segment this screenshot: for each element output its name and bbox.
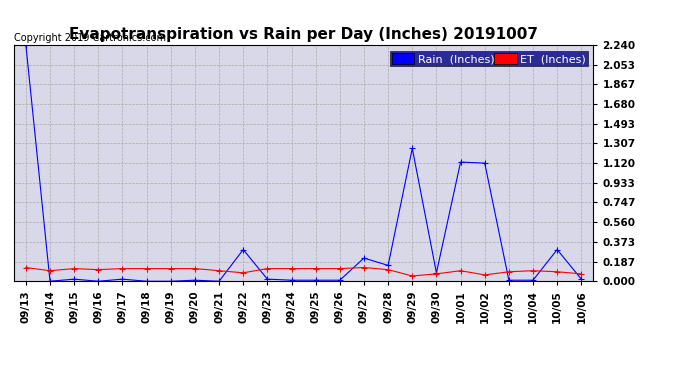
ET  (Inches) xyxy=(239,271,247,275)
ET  (Inches) xyxy=(457,268,465,273)
Rain  (Inches) xyxy=(287,278,295,282)
ET  (Inches) xyxy=(577,272,585,276)
ET  (Inches) xyxy=(335,266,344,271)
Rain  (Inches) xyxy=(384,263,392,268)
Rain  (Inches) xyxy=(166,279,175,284)
Rain  (Inches) xyxy=(215,279,224,284)
Line: Rain  (Inches): Rain (Inches) xyxy=(23,42,584,284)
Rain  (Inches) xyxy=(335,278,344,282)
Title: Evapotranspiration vs Rain per Day (Inches) 20191007: Evapotranspiration vs Rain per Day (Inch… xyxy=(69,27,538,42)
Rain  (Inches) xyxy=(239,248,247,252)
ET  (Inches) xyxy=(311,266,319,271)
Rain  (Inches) xyxy=(505,278,513,282)
Rain  (Inches) xyxy=(119,277,127,281)
Rain  (Inches) xyxy=(46,279,54,284)
ET  (Inches) xyxy=(553,270,562,274)
ET  (Inches) xyxy=(505,270,513,274)
Rain  (Inches) xyxy=(311,278,319,282)
ET  (Inches) xyxy=(480,273,489,277)
ET  (Inches) xyxy=(360,265,368,270)
Rain  (Inches) xyxy=(529,278,537,282)
ET  (Inches) xyxy=(166,266,175,271)
Rain  (Inches) xyxy=(70,277,79,281)
Text: Copyright 2019 Cartronics.com: Copyright 2019 Cartronics.com xyxy=(14,33,166,43)
ET  (Inches) xyxy=(46,268,54,273)
Rain  (Inches) xyxy=(480,161,489,165)
Rain  (Inches) xyxy=(360,256,368,260)
ET  (Inches) xyxy=(384,267,392,272)
Rain  (Inches) xyxy=(408,146,416,151)
ET  (Inches) xyxy=(22,265,30,270)
Rain  (Inches) xyxy=(22,43,30,47)
Legend: Rain  (Inches), ET  (Inches): Rain (Inches), ET (Inches) xyxy=(390,51,588,66)
Rain  (Inches) xyxy=(264,277,272,281)
Rain  (Inches) xyxy=(577,277,585,281)
Line: ET  (Inches): ET (Inches) xyxy=(23,265,584,279)
Rain  (Inches) xyxy=(553,248,562,252)
ET  (Inches) xyxy=(529,268,537,273)
ET  (Inches) xyxy=(142,266,150,271)
ET  (Inches) xyxy=(94,267,102,272)
ET  (Inches) xyxy=(70,266,79,271)
Rain  (Inches) xyxy=(190,278,199,282)
ET  (Inches) xyxy=(287,266,295,271)
Rain  (Inches) xyxy=(432,271,440,275)
Rain  (Inches) xyxy=(142,279,150,284)
Rain  (Inches) xyxy=(457,160,465,164)
ET  (Inches) xyxy=(408,274,416,278)
ET  (Inches) xyxy=(432,272,440,276)
ET  (Inches) xyxy=(264,266,272,271)
Rain  (Inches) xyxy=(94,279,102,284)
ET  (Inches) xyxy=(190,266,199,271)
ET  (Inches) xyxy=(215,268,224,273)
ET  (Inches) xyxy=(119,266,127,271)
